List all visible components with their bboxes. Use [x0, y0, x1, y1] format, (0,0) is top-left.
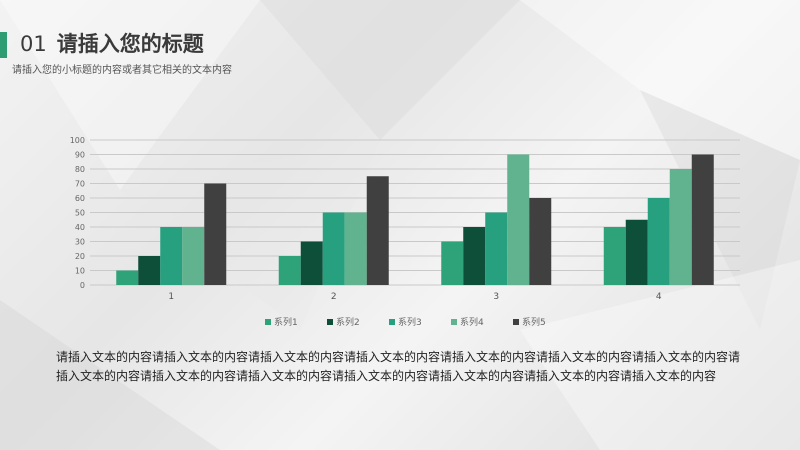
- bar: [344, 212, 367, 285]
- legend-label: 系列2: [336, 316, 360, 328]
- bar: [278, 256, 301, 285]
- legend-swatch: [327, 319, 333, 325]
- bar: [366, 176, 389, 285]
- legend-label: 系列4: [460, 316, 484, 328]
- bar: [322, 212, 345, 285]
- legend-label: 系列5: [522, 316, 546, 328]
- y-tick-label: 60: [75, 194, 85, 203]
- bar: [138, 256, 161, 285]
- y-tick-label: 30: [75, 238, 85, 247]
- y-tick-label: 50: [75, 209, 85, 218]
- bar-chart: 0 10 20 30 40 50 60 70 80 90 100 1 2 3 4 系列1 系列2 系列3 系列4 系列…: [70, 136, 740, 328]
- title-accent-bar: [0, 32, 7, 58]
- page-subtitle: 请插入您的小标题的内容或者其它相关的文本内容: [12, 65, 232, 76]
- legend-label: 系列1: [274, 316, 298, 328]
- bar: [691, 154, 714, 285]
- title-text: 请插入您的标题: [56, 32, 204, 56]
- bar: [485, 212, 508, 285]
- y-tick-label: 100: [70, 136, 85, 145]
- legend-swatch: [513, 319, 519, 325]
- legend-swatch: [451, 319, 457, 325]
- x-tick-label: 4: [656, 292, 662, 302]
- bar: [160, 227, 183, 285]
- y-tick-label: 40: [75, 223, 85, 232]
- bar: [463, 227, 486, 285]
- x-tick-label: 2: [331, 292, 337, 302]
- y-tick-label: 90: [75, 151, 85, 160]
- bar: [116, 270, 139, 285]
- y-tick-label: 70: [75, 180, 85, 189]
- bar: [647, 198, 670, 285]
- legend-swatch: [389, 319, 395, 325]
- bar: [669, 169, 692, 285]
- title-number: 01: [20, 32, 47, 56]
- bar: [625, 219, 648, 285]
- bar: [204, 183, 227, 285]
- y-tick-label: 20: [75, 252, 85, 261]
- bar: [182, 227, 205, 285]
- bar: [603, 227, 626, 285]
- bar: [300, 241, 323, 285]
- legend-label: 系列3: [398, 316, 422, 328]
- page-title: 01 请插入您的标题: [20, 28, 204, 58]
- x-tick-label: 1: [168, 292, 174, 302]
- bar: [441, 241, 464, 285]
- body-paragraph: 请插入文本的内容请插入文本的内容请插入文本的内容请插入文本的内容请插入文本的内容…: [56, 350, 741, 383]
- y-tick-label: 80: [75, 165, 85, 174]
- y-tick-label: 10: [75, 267, 85, 276]
- x-tick-label: 3: [493, 292, 499, 302]
- y-tick-label: 0: [80, 281, 85, 290]
- bar: [507, 154, 530, 285]
- bar: [529, 198, 552, 285]
- legend-swatch: [265, 319, 271, 325]
